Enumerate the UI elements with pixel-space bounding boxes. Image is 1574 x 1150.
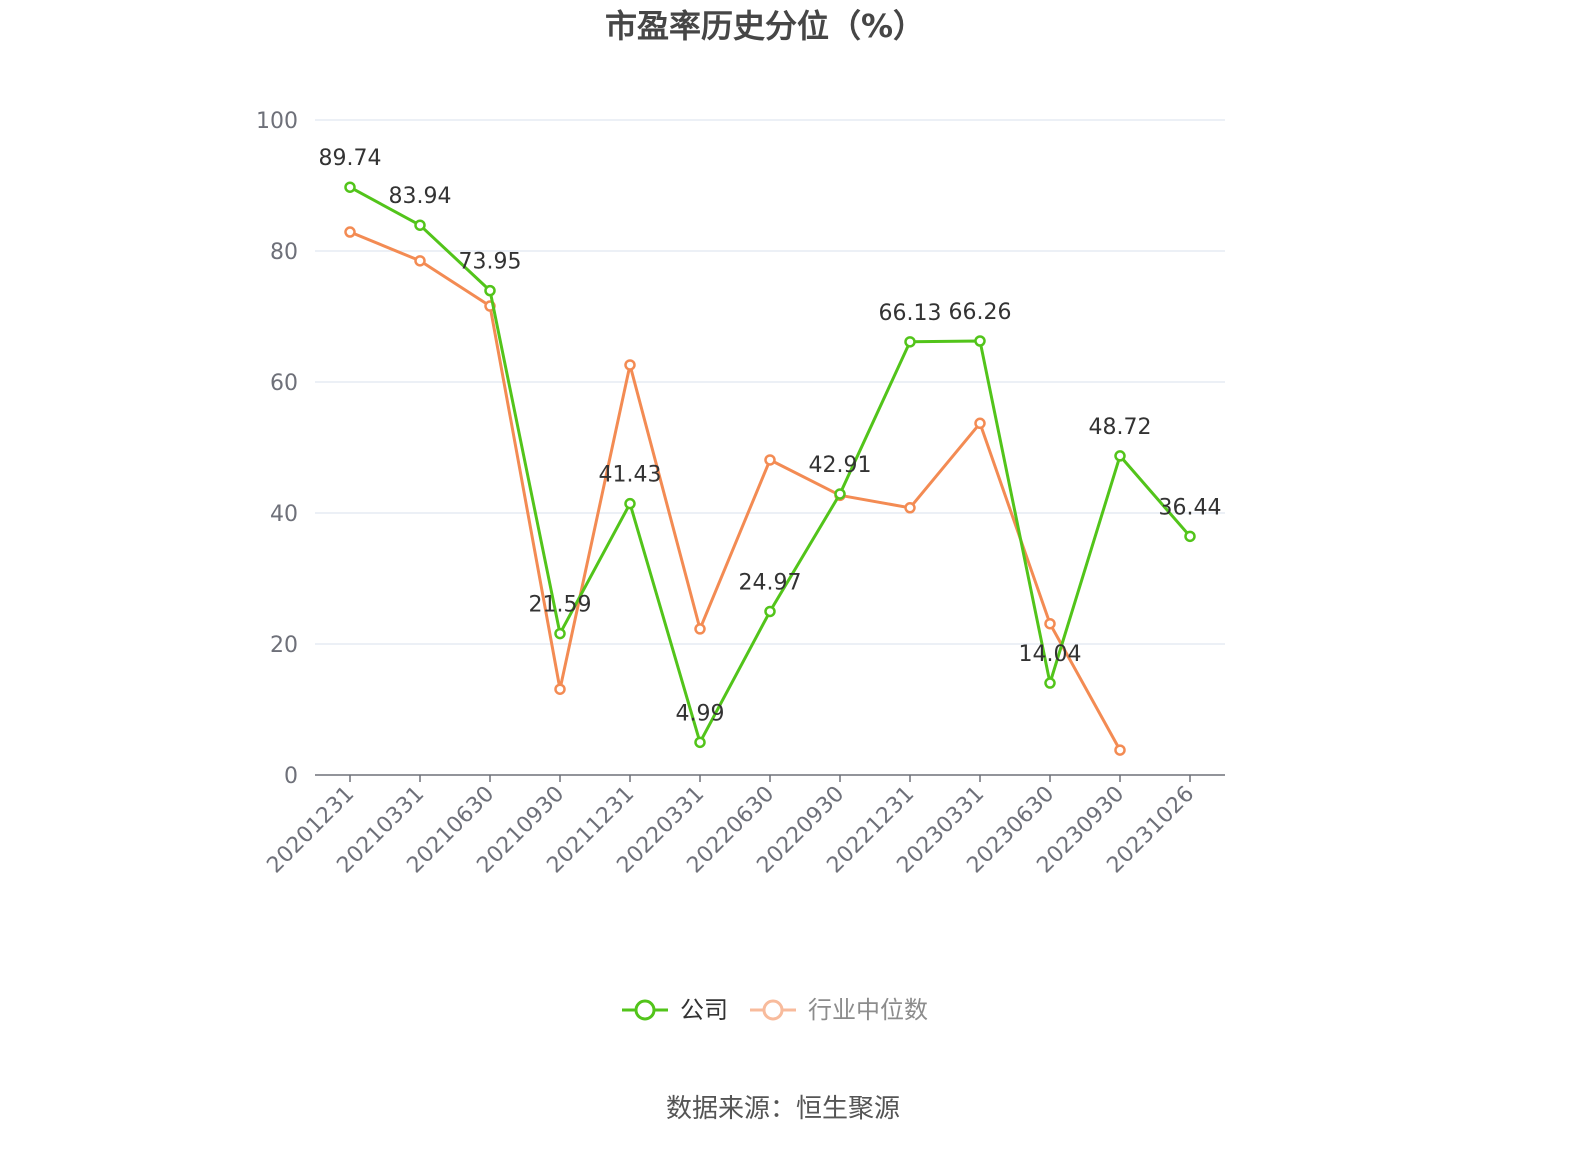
- legend-label: 公司: [680, 996, 728, 1024]
- industry-median-point: [624, 359, 636, 371]
- legend-label: 行业中位数: [808, 996, 928, 1024]
- company-point: [974, 335, 986, 347]
- company-value-label: 4.99: [676, 701, 725, 726]
- company-point: [834, 488, 846, 500]
- company-point: [554, 627, 566, 640]
- company-value-label: 36.44: [1159, 495, 1222, 520]
- y-axis: 0 20 40 60 80 100: [256, 109, 298, 789]
- company-point: [1184, 530, 1196, 543]
- company-value-label: 24.97: [739, 570, 802, 595]
- company-value-label: 14.04: [1019, 642, 1082, 667]
- industry-median-point: [974, 417, 986, 430]
- industry-median-point: [414, 255, 426, 267]
- industry-median-series: [344, 226, 1126, 756]
- company-point: [904, 336, 916, 348]
- y-tick-label: 80: [270, 240, 298, 265]
- legend-circle-icon: [762, 999, 784, 1021]
- company-point: [1044, 677, 1056, 689]
- company-point: [344, 181, 356, 193]
- industry-median-point: [1114, 744, 1126, 756]
- company-value-label: 66.26: [949, 300, 1012, 325]
- legend-circle-icon: [634, 999, 656, 1021]
- company-value-label: 41.43: [599, 463, 662, 488]
- data-labels: 89.74 83.94 73.95 21.59 41.43 4.99 24.97 42.91 6…: [319, 146, 1222, 726]
- source-note: 数据来源：恒生聚源: [666, 1094, 900, 1124]
- company-point: [484, 284, 496, 297]
- grid-lines: [315, 119, 1225, 645]
- y-tick-label: 20: [270, 633, 298, 658]
- industry-median-point: [1044, 617, 1056, 630]
- company-value-label: 48.72: [1089, 415, 1152, 440]
- company-point: [414, 219, 426, 231]
- legend-item-company[interactable]: 公司: [622, 996, 728, 1024]
- company-point: [1114, 450, 1126, 462]
- legend: 公司 行业中位数: [622, 996, 928, 1024]
- y-tick-label: 60: [270, 371, 298, 396]
- company-series: [344, 181, 1196, 749]
- industry-median-point: [554, 683, 566, 695]
- company-value-label: 89.74: [319, 146, 382, 171]
- industry-median-point: [764, 454, 776, 466]
- industry-median-line: [348, 230, 1122, 752]
- y-tick-label: 0: [284, 764, 298, 789]
- x-axis: 2020123120210331202106302021093020211231…: [262, 774, 1225, 878]
- industry-median-point: [694, 623, 706, 635]
- legend-item-industry-median[interactable]: 行业中位数: [750, 996, 928, 1024]
- company-point: [624, 497, 636, 510]
- company-value-label: 83.94: [389, 184, 452, 209]
- series-layer: [344, 181, 1196, 756]
- company-value-label: 21.59: [529, 593, 592, 618]
- company-value-label: 73.95: [459, 250, 522, 275]
- y-tick-label: 100: [256, 109, 298, 134]
- chart-title: 市盈率历史分位（%）: [605, 7, 925, 45]
- company-value-label: 66.13: [879, 301, 942, 326]
- company-point: [694, 736, 706, 749]
- y-tick-label: 40: [270, 502, 298, 527]
- company-value-label: 42.91: [809, 453, 872, 478]
- industry-median-point: [344, 226, 356, 238]
- company-point: [764, 605, 776, 618]
- industry-median-point: [904, 502, 916, 514]
